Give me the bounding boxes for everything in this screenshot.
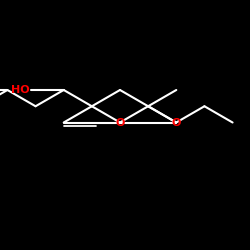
Text: O: O xyxy=(115,118,125,128)
Text: HO: HO xyxy=(11,85,30,95)
Text: O: O xyxy=(172,118,181,128)
